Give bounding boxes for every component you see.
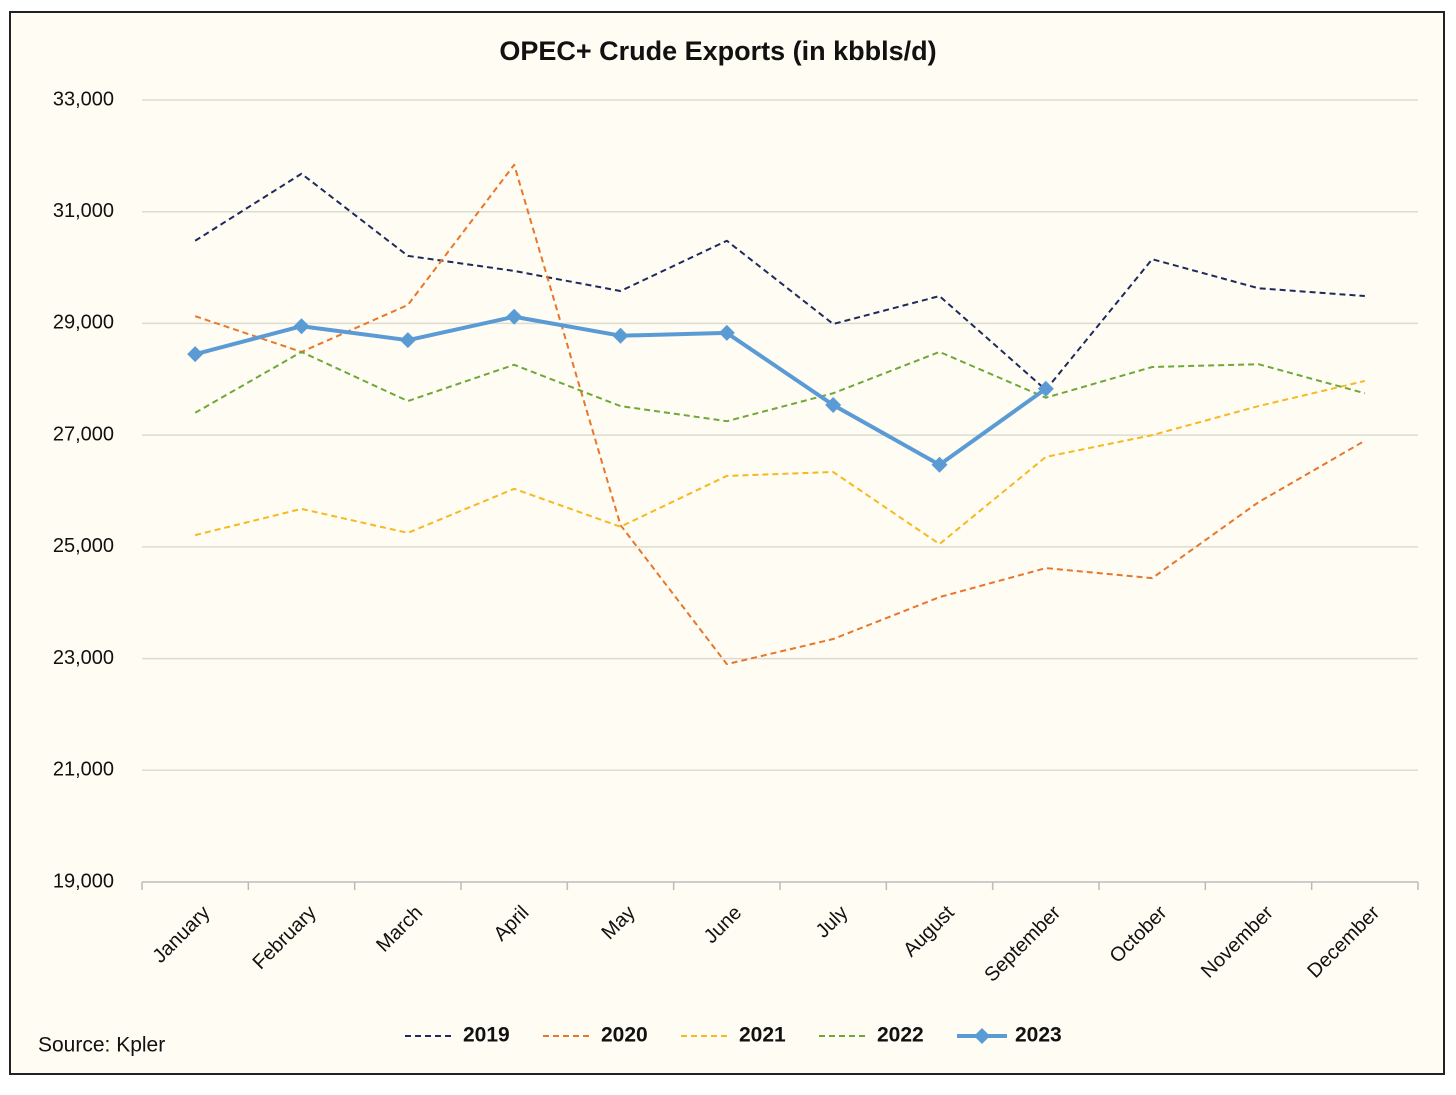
chart-frame — [9, 11, 1445, 1075]
y-tick-label: 27,000 — [53, 423, 114, 445]
legend-label: 2021 — [739, 1024, 786, 1047]
legend-marker — [974, 1028, 990, 1044]
point-marker — [612, 327, 629, 344]
series-line — [194, 350, 1366, 423]
y-tick-label: 31,000 — [53, 200, 114, 222]
point-marker — [187, 346, 204, 363]
point-marker — [293, 318, 310, 335]
y-tick-label: 21,000 — [53, 759, 114, 781]
point-marker — [825, 396, 842, 413]
chart-title: OPEC+ Crude Exports (in kbbls/d) — [499, 36, 936, 66]
series-line — [194, 379, 1366, 546]
point-marker — [1037, 380, 1054, 397]
y-tick-label: 19,000 — [53, 870, 114, 892]
y-tick-label: 29,000 — [53, 312, 114, 334]
series-line — [194, 172, 1365, 391]
point-marker — [718, 324, 735, 341]
legend-label: 2020 — [601, 1024, 648, 1047]
legend-label: 2023 — [1015, 1024, 1062, 1047]
source-note: Source: Kpler — [38, 1034, 165, 1057]
y-tick-label: 33,000 — [53, 88, 114, 110]
legend-label: 2019 — [463, 1024, 510, 1047]
point-marker — [506, 308, 523, 325]
point-marker — [931, 456, 948, 473]
y-tick-label: 23,000 — [53, 647, 114, 669]
legend-label: 2022 — [877, 1024, 924, 1047]
y-tick-label: 25,000 — [53, 535, 114, 557]
point-marker — [399, 332, 416, 349]
